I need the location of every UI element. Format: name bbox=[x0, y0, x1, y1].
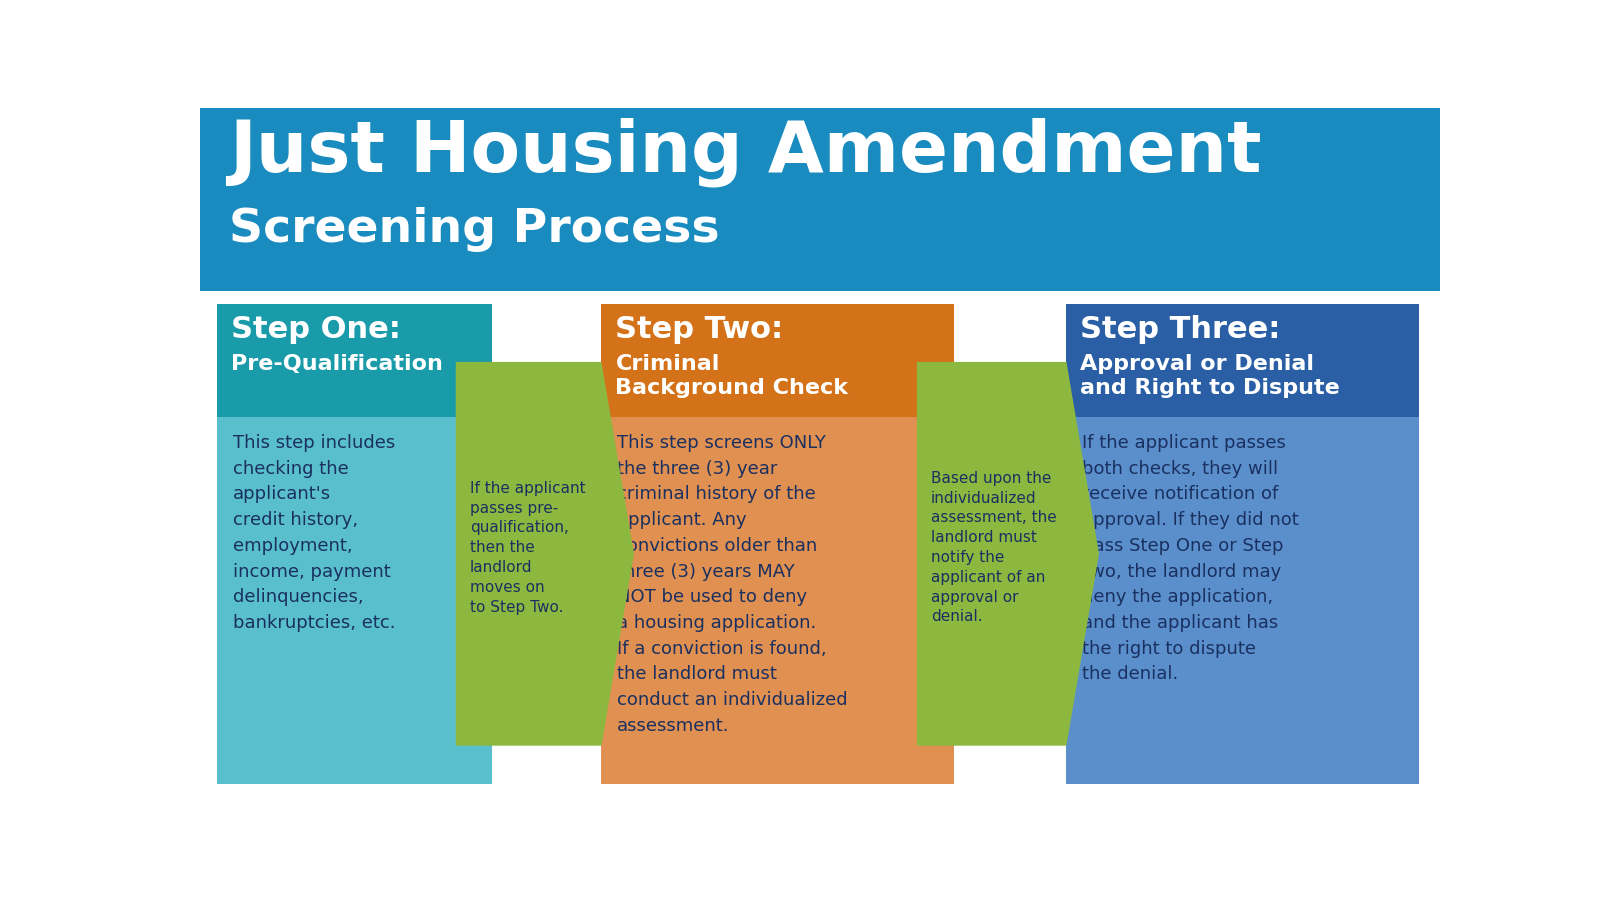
Text: Approval or Denial
and Right to Dispute: Approval or Denial and Right to Dispute bbox=[1080, 354, 1341, 398]
Text: Screening Process: Screening Process bbox=[229, 207, 720, 252]
Text: This step screens ONLY
the three (3) year
criminal history of the
applicant. Any: This step screens ONLY the three (3) yea… bbox=[618, 434, 848, 734]
Text: Step One:: Step One: bbox=[230, 315, 402, 344]
FancyBboxPatch shape bbox=[602, 304, 954, 417]
FancyBboxPatch shape bbox=[602, 417, 954, 784]
Polygon shape bbox=[456, 362, 634, 746]
Text: Step Two:: Step Two: bbox=[616, 315, 784, 344]
Text: If the applicant passes
both checks, they will
receive notification of
approval.: If the applicant passes both checks, the… bbox=[1082, 434, 1299, 683]
Text: Based upon the
individualized
assessment, the
landlord must
notify the
applicant: Based upon the individualized assessment… bbox=[931, 471, 1056, 625]
Text: This step includes
checking the
applicant's
credit history,
employment,
income, : This step includes checking the applican… bbox=[232, 434, 395, 632]
FancyBboxPatch shape bbox=[200, 108, 1440, 292]
Text: Pre-Qualification: Pre-Qualification bbox=[230, 354, 443, 374]
Text: Step Three:: Step Three: bbox=[1080, 315, 1280, 344]
FancyBboxPatch shape bbox=[218, 304, 493, 417]
Text: If the applicant
passes pre-
qualification,
then the
landlord
moves on
to Step T: If the applicant passes pre- qualificati… bbox=[470, 481, 586, 615]
Text: Criminal
Background Check: Criminal Background Check bbox=[616, 354, 848, 398]
FancyBboxPatch shape bbox=[1067, 304, 1419, 417]
Polygon shape bbox=[917, 362, 1099, 746]
FancyBboxPatch shape bbox=[1067, 417, 1419, 784]
FancyBboxPatch shape bbox=[218, 417, 493, 784]
Text: Just Housing Amendment: Just Housing Amendment bbox=[229, 117, 1262, 186]
